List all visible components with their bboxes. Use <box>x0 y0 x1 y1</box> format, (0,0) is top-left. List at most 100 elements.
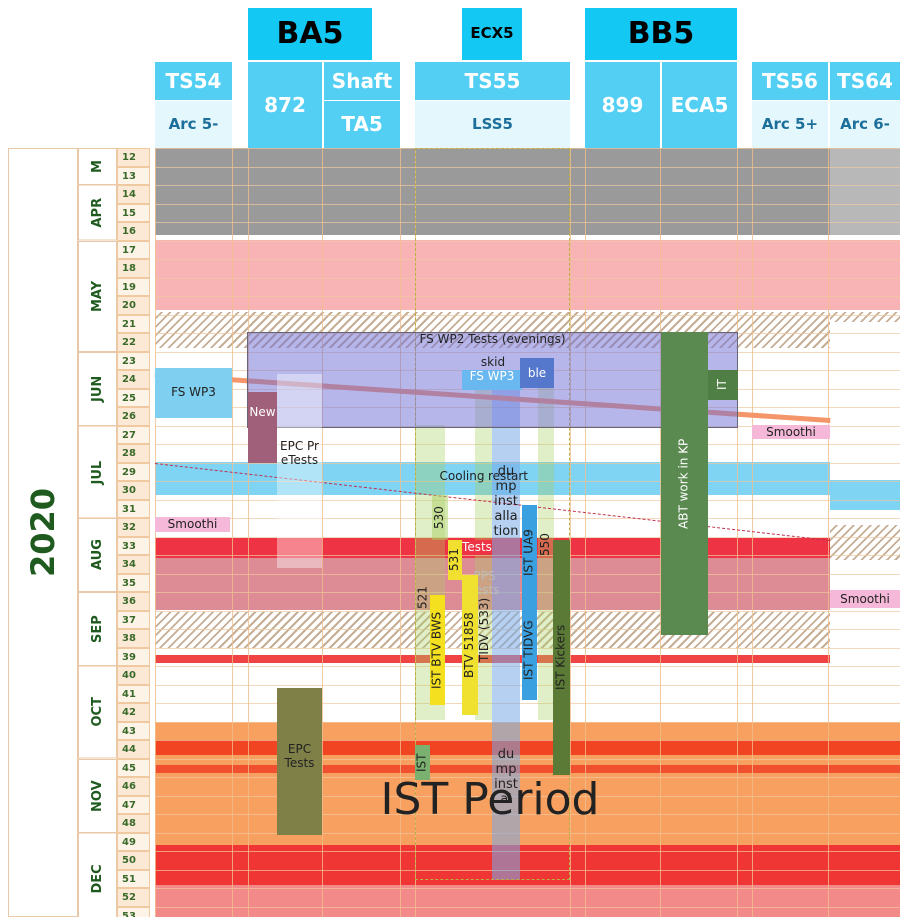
period-frame <box>415 148 570 880</box>
activity-box: dump installation <box>493 464 519 539</box>
week-cell: 14 <box>117 185 150 204</box>
group-header: BA5 <box>248 8 372 60</box>
column-header: TS55 <box>415 62 570 100</box>
grid-line <box>155 240 900 242</box>
grid-line <box>155 462 900 464</box>
hatch-column <box>492 375 520 880</box>
week-cell: 26 <box>117 407 150 426</box>
grid-line <box>155 740 900 741</box>
week-cell: 22 <box>117 333 150 352</box>
month-cell: OCT <box>78 666 117 759</box>
month-cell: SEP <box>78 592 117 666</box>
grid-line <box>155 795 900 797</box>
week-cell: 53 <box>117 906 150 917</box>
grid-line <box>155 222 900 223</box>
grid-line <box>155 444 900 445</box>
week-cell: 28 <box>117 444 150 463</box>
week-cell: 38 <box>117 629 150 648</box>
grid-line <box>155 814 900 815</box>
grid-line <box>155 703 900 704</box>
activity-box: EPC PreTests <box>277 374 322 568</box>
grid-line <box>155 166 900 168</box>
grid-line <box>570 148 571 917</box>
band <box>830 148 900 235</box>
activity-bar-vertical: IST TIDVG <box>522 600 537 700</box>
activity-bar-vertical: IT <box>708 370 738 400</box>
grid-line <box>155 851 900 852</box>
week-cell: 25 <box>117 388 150 407</box>
grid-line <box>322 148 323 917</box>
subcolumn-header: Arc 5+ <box>752 101 828 148</box>
column-header: TS64 <box>830 62 900 100</box>
week-cell: 27 <box>117 425 150 444</box>
band <box>830 480 900 510</box>
band <box>155 148 900 235</box>
activity-bar-vertical: IST UA9 <box>522 505 537 600</box>
activity-box: IST Period <box>380 774 600 825</box>
activity-bar-vertical: BTV 51858 <box>462 575 478 715</box>
month-cell: MAY <box>78 240 117 352</box>
activity-bar-vertical: IST BTV BWS <box>430 595 445 705</box>
grid-line <box>155 777 900 778</box>
grid-line <box>155 721 900 723</box>
week-cell: 17 <box>117 240 150 259</box>
column-header: TS54 <box>155 62 232 100</box>
activity-box: dump instal <box>494 747 518 807</box>
week-cell: 20 <box>117 296 150 315</box>
week-cell: 50 <box>117 851 150 870</box>
grid-line <box>155 259 900 260</box>
week-cell: 15 <box>117 203 150 222</box>
grid-line <box>248 148 249 917</box>
band <box>155 740 900 755</box>
week-cell: 51 <box>117 869 150 888</box>
week-cell: 45 <box>117 758 150 777</box>
grid-line <box>155 906 900 908</box>
grid-line <box>155 314 900 316</box>
grid-line <box>400 148 401 917</box>
week-cell: 23 <box>117 351 150 370</box>
month-cell: NOV <box>78 758 117 833</box>
week-cell: 37 <box>117 610 150 629</box>
activity-bar-vertical: 531 <box>447 540 462 580</box>
week-cell: 48 <box>117 814 150 833</box>
activity-box: Cooling <box>439 469 485 483</box>
week-cell: 32 <box>117 518 150 537</box>
activity-bar-vertical: 550 <box>538 533 553 557</box>
week-cell: 24 <box>117 370 150 389</box>
hatch-band <box>830 312 900 322</box>
month-cell: JUL <box>78 425 117 518</box>
grid-line <box>155 296 900 297</box>
subcolumn-header: Arc 6- <box>830 101 900 148</box>
subcolumn-header: Arc 5- <box>155 101 232 148</box>
month-cell: AUG <box>78 518 117 592</box>
week-cell: 12 <box>117 148 150 167</box>
grid-line <box>155 888 900 889</box>
week-cell: 33 <box>117 536 150 555</box>
activity-box: Tests <box>462 540 492 555</box>
grid-line <box>155 758 900 760</box>
week-cell: 40 <box>117 666 150 685</box>
week-cell: 16 <box>117 222 150 241</box>
month-cell: JUN <box>78 351 117 426</box>
week-cell: 46 <box>117 777 150 796</box>
week-cell: 18 <box>117 259 150 278</box>
activity-box: restart <box>488 469 529 483</box>
activity-box: FS WP3 <box>155 368 232 418</box>
grid-line <box>737 148 738 917</box>
grid-line <box>155 203 900 205</box>
month-cell: M <box>78 148 117 185</box>
grid-line <box>660 148 661 917</box>
week-cell: 43 <box>117 721 150 740</box>
week-cell: 35 <box>117 573 150 592</box>
week-cell: 41 <box>117 684 150 703</box>
week-cell: 49 <box>117 832 150 851</box>
grid-line <box>585 148 586 917</box>
week-cell: 13 <box>117 166 150 185</box>
column-header: 899 <box>585 62 660 148</box>
activity-bar-vertical: TIDV (533) <box>477 597 492 663</box>
activity-bar-vertical: ABT work in KP <box>661 332 708 635</box>
week-cell: 52 <box>117 888 150 907</box>
grid-line <box>155 277 900 279</box>
grid-line <box>232 148 233 917</box>
